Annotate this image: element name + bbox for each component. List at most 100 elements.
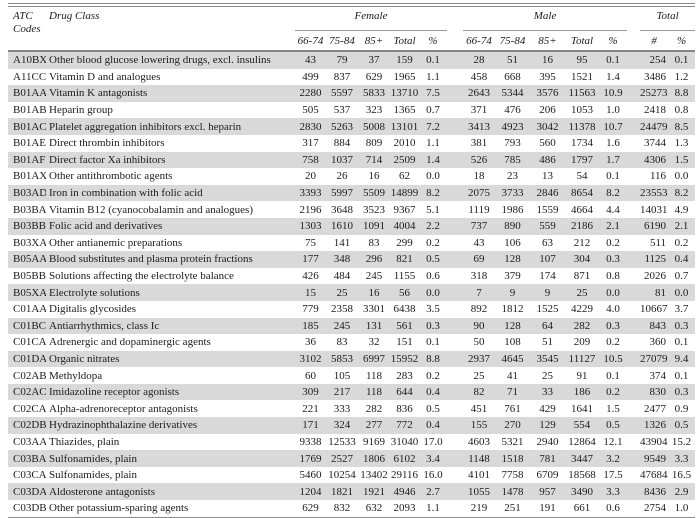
- subheader-female-85plus: 85+: [358, 30, 390, 52]
- male-85plus-cell: 2846: [536, 187, 559, 200]
- subheader-female-total: Total: [390, 30, 419, 52]
- column-spacer: [447, 69, 463, 86]
- female-75-84-cell: 26: [336, 170, 348, 183]
- male-total-cell: 661: [565, 500, 600, 518]
- total-count-cell: 47684: [640, 469, 668, 482]
- column-spacer: [627, 218, 640, 235]
- female-85plus-cell: 6997: [363, 352, 385, 365]
- atc-code-cell: A10BX: [13, 54, 46, 67]
- male-pct-cell: 12.1: [603, 435, 623, 448]
- male-85plus-cell: 63: [542, 236, 554, 249]
- total-count-cell: 360: [649, 336, 667, 349]
- female-75-84-cell: 5997: [331, 187, 353, 200]
- male-pct-cell: 10.7: [603, 120, 623, 133]
- female-66-74-cell: 505: [302, 104, 319, 117]
- female-total-cell: 772: [396, 419, 413, 432]
- male-85plus-cell: 129: [539, 419, 556, 432]
- male-85plus-cell: 781: [539, 452, 556, 465]
- female-total-cell: 13710: [390, 87, 419, 100]
- total-count-cell: 2477: [644, 402, 667, 415]
- female-85plus-cell: 1091: [363, 220, 385, 233]
- total-count-cell: 25273: [640, 87, 668, 100]
- column-spacer: [627, 467, 640, 484]
- male-66-74-cell: 43: [473, 236, 485, 249]
- female-total-cell: 2509: [393, 153, 416, 166]
- male-pct-cell: 17.5: [603, 469, 623, 482]
- total-pct-cell: 0.9: [674, 402, 689, 415]
- subheader-male-66-74: 66-74: [463, 30, 496, 52]
- drug-class-cell: Folic acid and derivatives: [49, 220, 163, 233]
- subheader-female-75-84: 75-84: [326, 30, 358, 52]
- column-spacer: [627, 69, 640, 86]
- male-pct-cell: 2.1: [606, 220, 620, 233]
- female-total-cell: 14899: [390, 187, 419, 200]
- male-pct-cell: 3.3: [606, 485, 620, 498]
- table-row: B01AE Direct thrombin inhibitors 317 884 809…: [8, 135, 695, 152]
- female-66-74-cell: 177: [302, 253, 319, 266]
- drug-class-cell: Other potassium-sparing agents: [46, 500, 295, 518]
- subheader-total-count: #: [640, 30, 669, 52]
- male-total-cell: 282: [573, 319, 591, 332]
- total-pct-cell: 0.1: [674, 54, 689, 67]
- male-85plus-cell: 107: [539, 253, 556, 266]
- drug-class-cell: Other antithrombotic agents: [49, 170, 173, 183]
- female-85plus-cell: 5833: [363, 87, 385, 100]
- female-75-84-cell: 245: [333, 319, 351, 332]
- col-header-atc-codes: ATC Codes: [8, 5, 46, 52]
- female-75-84-cell: 324: [333, 419, 351, 432]
- column-spacer: [627, 168, 640, 185]
- female-75-84-cell: 537: [333, 104, 351, 117]
- female-75-84-cell: 348: [333, 253, 351, 266]
- male-66-74-cell: 25: [473, 369, 485, 382]
- table-header: ATC Codes Drug Class Female Male Total 6…: [8, 5, 696, 52]
- table-row: B05XA Electrolyte solutions 15 25 16 56 0.0 7 9 9…: [8, 284, 696, 301]
- total-count-cell: 843: [649, 319, 667, 332]
- total-pct-cell: 2.9: [674, 485, 689, 498]
- table-row: B01AX Other antithrombotic agents 20 26 16 62…: [8, 168, 695, 185]
- male-total-cell: 12864: [568, 435, 596, 448]
- column-spacer: [447, 450, 463, 467]
- male-75-84-cell: 4645: [501, 352, 524, 365]
- male-85plus-cell: 25: [542, 369, 554, 382]
- subheader-male-total: Total: [565, 30, 600, 52]
- total-pct-cell: 9.4: [674, 352, 689, 365]
- atc-code-cell: C01AA: [13, 303, 46, 316]
- total-count-cell: 4306: [644, 153, 667, 166]
- drug-class-cell: Vitamin D and analogues: [49, 70, 161, 83]
- female-75-84-cell: 2358: [331, 303, 353, 316]
- male-85plus-cell: 6709: [536, 469, 559, 482]
- table-row: C03AA Thiazides, plain 9338 12533 9169 31040 1…: [8, 434, 695, 451]
- table-row: B01AB Heparin group 505 537 323 1365 0.7 371 476…: [8, 102, 695, 119]
- total-count-cell: 511: [649, 236, 667, 249]
- male-75-84-cell: 5344: [501, 87, 524, 100]
- female-66-74-cell: 309: [302, 386, 319, 399]
- total-count-cell: 830: [649, 386, 667, 399]
- female-total-cell: 1965: [393, 70, 416, 83]
- atc-code-cell: B01AB: [13, 104, 46, 117]
- male-75-84-cell: 7758: [501, 469, 524, 482]
- total-count-cell: 1326: [644, 419, 667, 432]
- male-pct-cell: 0.3: [606, 253, 620, 266]
- male-total-cell: 4664: [571, 203, 594, 216]
- atc-code-cell: C01DA: [13, 352, 46, 365]
- female-66-74-cell: 2830: [299, 120, 322, 133]
- sub-header-row: 66-74 75-84 85+ Total% 66-74 75-84 85+ Total% #%: [8, 30, 696, 52]
- male-75-84-cell: 379: [504, 270, 521, 283]
- column-spacer: [627, 135, 640, 152]
- female-75-84-cell: 83: [336, 336, 348, 349]
- drug-class-cell: Aldosterone antagonists: [49, 485, 156, 498]
- male-66-74-cell: 2937: [468, 352, 491, 365]
- male-85plus-cell: 2940: [536, 435, 559, 448]
- female-66-74-cell: 185: [302, 319, 319, 332]
- female-total-cell: 15952: [390, 352, 419, 365]
- table-row: B05AA Blood substitutes and plasma protei…: [8, 251, 696, 268]
- female-66-74-cell: 20: [305, 170, 316, 183]
- female-75-84-cell: 837: [333, 70, 351, 83]
- male-total-cell: 1734: [571, 137, 594, 150]
- female-66-74-cell: 171: [302, 419, 319, 432]
- male-85plus-cell: 1525: [536, 303, 559, 316]
- col-header-drug-class: Drug Class: [46, 5, 295, 52]
- female-85plus-cell: 16: [368, 286, 380, 299]
- atc-code-cell: B01AE: [13, 137, 46, 150]
- atc-code-cell: B03BB: [13, 220, 46, 233]
